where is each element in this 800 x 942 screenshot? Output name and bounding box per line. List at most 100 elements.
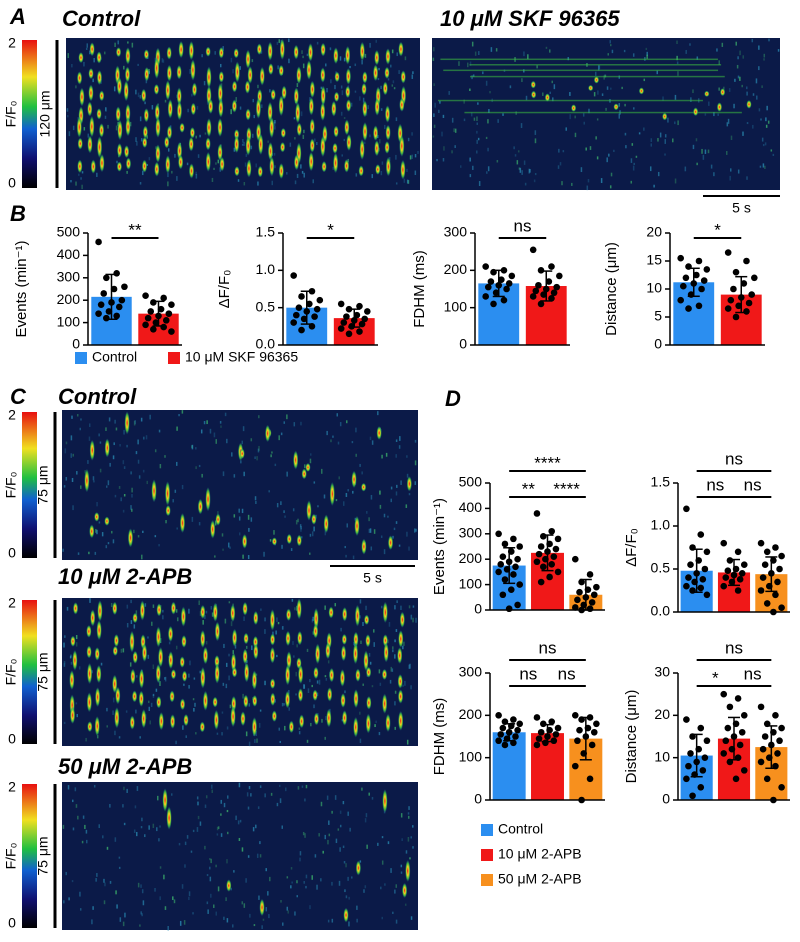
speckle [362,683,364,686]
speckle [176,527,178,530]
speckle [86,43,89,48]
speckle [230,887,233,891]
speckle [348,921,350,927]
speckle [664,153,666,156]
spark [217,117,223,137]
speckle [164,906,167,910]
speckle [309,905,311,910]
speckle [552,97,554,102]
speckle [278,727,281,731]
speckle [74,787,77,792]
spark [138,690,144,707]
significance-label: * [712,668,719,687]
speckle [144,603,147,607]
spark [247,66,253,84]
speckle [476,122,479,125]
speckle [136,141,138,146]
speckle [392,911,394,914]
data-point [537,543,545,550]
legend-swatch [481,849,493,861]
speckle [301,170,304,174]
spark [112,645,118,656]
speckle [453,128,455,133]
speckle [279,740,282,744]
speckle [260,608,262,611]
spark [293,87,299,106]
data-point [736,741,744,749]
spark [363,650,369,672]
speckle [224,412,227,417]
spark [116,161,123,172]
spark [96,664,102,684]
data-point [593,720,600,728]
speckle [158,429,161,433]
speckle [205,610,208,614]
data-point [703,591,711,599]
speckle [325,677,328,681]
speckle [202,620,204,625]
speckle [216,833,219,836]
speckle [298,727,301,730]
speckle [513,146,515,150]
data-point [738,728,746,736]
data-point [345,305,353,313]
spark [202,646,209,665]
spark [213,709,219,731]
spark [286,533,292,545]
speckle [193,708,195,712]
linescan-image [62,598,418,747]
spark [376,426,382,440]
data-point [548,718,556,725]
data-point [745,299,753,307]
significance-label: ns [725,638,743,657]
speckle [394,605,396,610]
speckle [762,143,765,147]
speckle [137,535,140,538]
speckle [173,899,176,904]
significance-label: ns [519,664,537,683]
speckle [225,897,227,902]
y-tick-label: 300 [57,269,81,285]
spark [398,41,404,57]
y-tick-label: 500 [57,224,81,240]
spark [270,88,276,101]
streak [437,99,703,102]
spark [170,669,177,680]
speckle [292,641,294,645]
data-point [290,272,297,279]
data-point [345,330,353,338]
data-point [689,544,696,551]
panel-label: C [10,384,27,409]
speckle [221,732,223,736]
spark [214,621,221,642]
colorbar-tick-label: 2 [8,35,16,51]
spark [130,668,136,685]
speckle [303,684,306,689]
data-point [492,289,500,297]
spark [90,609,96,627]
data-point [482,263,489,270]
data-point [699,767,707,774]
data-point [695,302,703,310]
speckle [385,452,388,457]
spark [308,97,314,116]
speckle [302,55,304,59]
speckle [139,924,141,927]
spark [242,601,248,616]
speckle [112,455,115,460]
speckle [219,167,221,172]
speckle [474,51,477,56]
speckle [448,91,450,95]
speckle [80,485,82,489]
speckle [716,48,718,52]
spark [278,64,284,77]
speckle [92,906,94,910]
speckle [243,903,246,908]
speckle [338,476,340,480]
speckle [79,891,81,897]
speckle [114,837,117,842]
speckle [338,880,341,886]
speckle [489,90,491,94]
speckle [215,162,217,165]
data-point [772,762,779,770]
